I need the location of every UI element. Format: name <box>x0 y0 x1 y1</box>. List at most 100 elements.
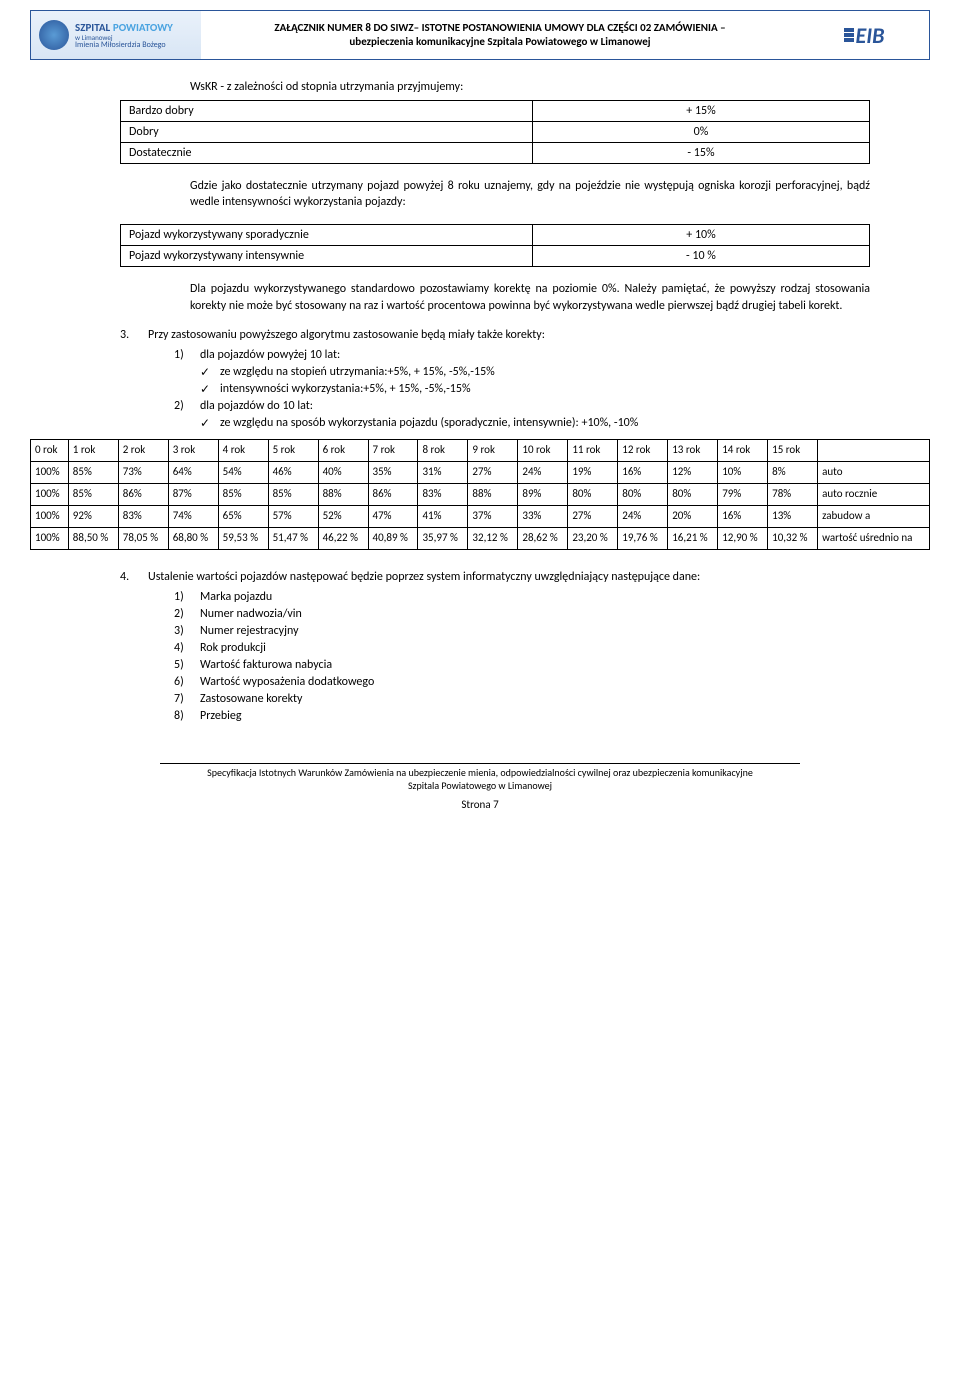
td: 24% <box>618 505 668 527</box>
cell-value: 0% <box>532 122 869 143</box>
table-header-row: 0 rok1 rok2 rok3 rok4 rok5 rok6 rok7 rok… <box>31 439 930 461</box>
check-icon: ✓ <box>200 416 220 431</box>
paragraph-2: Dla pojazdu wykorzystywanego standardowo… <box>190 281 870 313</box>
eib-text: EIB <box>856 22 885 49</box>
td: 33% <box>518 505 568 527</box>
header-title-line1: ZAŁĄCZNIK NUMER 8 DO SIWZ– ISTOTNE POSTA… <box>211 21 789 35</box>
eib-stripes-icon <box>844 28 854 42</box>
sub-text: Wartość wyposażenia dodatkowego <box>200 675 374 689</box>
td: 12% <box>668 461 718 483</box>
cell-value: + 10% <box>532 225 869 246</box>
sub-item: 4)Rok produkcji <box>174 641 870 655</box>
page-number: Strona 7 <box>30 798 930 811</box>
td: 68,80 % <box>168 527 218 549</box>
td: 87% <box>168 483 218 505</box>
td: 78% <box>768 483 818 505</box>
td: 65% <box>218 505 268 527</box>
td: 19,76 % <box>618 527 668 549</box>
section-3-text: Przy zastosowaniu powyższego algorytmu z… <box>148 328 545 342</box>
th: 10 rok <box>518 439 568 461</box>
td: 32,12 % <box>468 527 518 549</box>
sub-text: Numer nadwozia/vin <box>200 607 302 621</box>
td: 40% <box>318 461 368 483</box>
td: 88,50 % <box>68 527 118 549</box>
th: 3 rok <box>168 439 218 461</box>
table-row: 100%85%73%64%54%46%40%35%31%27%24%19%16%… <box>31 461 930 483</box>
table-row: 100%92%83%74%65%57%52%47%41%37%33%27%24%… <box>31 505 930 527</box>
footer-line2: Szpitala Powiatowego w Limanowej <box>160 779 800 792</box>
th: 0 rok <box>31 439 69 461</box>
td: 80% <box>668 483 718 505</box>
check-item: ✓ze względu na stopień utrzymania:+5%, +… <box>200 365 870 380</box>
sub-num: 4) <box>174 641 200 655</box>
td: 27% <box>568 505 618 527</box>
logo-line1a: SZPITAL <box>75 21 110 34</box>
th: 9 rok <box>468 439 518 461</box>
table-usage: Pojazd wykorzystywany sporadycznie+ 10% … <box>120 224 870 267</box>
th: 12 rok <box>618 439 668 461</box>
check-text: intensywności wykorzystania:+5%, + 15%, … <box>220 382 471 397</box>
td: 74% <box>168 505 218 527</box>
td: 100% <box>31 527 69 549</box>
sub-text: Rok produkcji <box>200 641 266 655</box>
td: 64% <box>168 461 218 483</box>
sub-item: 1)dla pojazdów powyżej 10 lat: <box>174 348 870 362</box>
td: zabudow a <box>818 505 930 527</box>
td: 16% <box>618 461 668 483</box>
td: 85% <box>218 483 268 505</box>
td: wartość uśrednio na <box>818 527 930 549</box>
td: 100% <box>31 461 69 483</box>
td: 24% <box>518 461 568 483</box>
td: auto rocznie <box>818 483 930 505</box>
sub-num: 7) <box>174 692 200 706</box>
td: 27% <box>468 461 518 483</box>
td: 85% <box>68 483 118 505</box>
header-title: ZAŁĄCZNIK NUMER 8 DO SIWZ– ISTOTNE POSTA… <box>201 17 799 54</box>
td: 31% <box>418 461 468 483</box>
td: 46% <box>268 461 318 483</box>
td: 85% <box>268 483 318 505</box>
td: 16% <box>718 505 768 527</box>
td: 8% <box>768 461 818 483</box>
sub-text: dla pojazdów powyżej 10 lat: <box>200 348 340 362</box>
section-num: 3. <box>120 328 148 342</box>
sub-item: 5)Wartość fakturowa nabycia <box>174 658 870 672</box>
logo-line1b: POWIATOWY <box>113 21 173 34</box>
eib-logo: EIB <box>844 22 885 49</box>
th <box>818 439 930 461</box>
td: 57% <box>268 505 318 527</box>
sub-num: 6) <box>174 675 200 689</box>
sub-item: 7)Zastosowane korekty <box>174 692 870 706</box>
sub-text: Numer rejestracyjny <box>200 624 299 638</box>
check-icon: ✓ <box>200 382 220 397</box>
td: 23,20 % <box>568 527 618 549</box>
td: 78,05 % <box>118 527 168 549</box>
td: 86% <box>118 483 168 505</box>
td: 80% <box>568 483 618 505</box>
sub-text: Zastosowane korekty <box>200 692 302 706</box>
th: 15 rok <box>768 439 818 461</box>
th: 8 rok <box>418 439 468 461</box>
sub-text: dla pojazdów do 10 lat: <box>200 399 313 413</box>
sub-item: 8)Przebieg <box>174 709 870 723</box>
th: 7 rok <box>368 439 418 461</box>
cell-label: Bardzo dobry <box>121 101 533 122</box>
table-row: Pojazd wykorzystywany sporadycznie+ 10% <box>121 225 870 246</box>
cell-label: Pojazd wykorzystywany intensywnie <box>121 246 533 267</box>
table-row: Pojazd wykorzystywany intensywnie- 10 % <box>121 246 870 267</box>
th: 5 rok <box>268 439 318 461</box>
table-row: 100%85%86%87%85%85%88%86%83%88%89%80%80%… <box>31 483 930 505</box>
td: 83% <box>118 505 168 527</box>
td: auto <box>818 461 930 483</box>
paragraph-1: Gdzie jako dostatecznie utrzymany pojazd… <box>190 178 870 210</box>
table-row: Bardzo dobry+ 15% <box>121 101 870 122</box>
td: 41% <box>418 505 468 527</box>
page: SZPITAL POWIATOWY w Limanowej Imienia Mi… <box>0 0 960 831</box>
sub-item: 1)Marka pojazdu <box>174 590 870 604</box>
td: 12,90 % <box>718 527 768 549</box>
cell-value: + 15% <box>532 101 869 122</box>
logo-line3: Imienia Miłosierdzia Bożego <box>75 41 173 49</box>
td: 100% <box>31 483 69 505</box>
section-4-text: Ustalenie wartości pojazdów następować b… <box>148 570 700 584</box>
th: 11 rok <box>568 439 618 461</box>
